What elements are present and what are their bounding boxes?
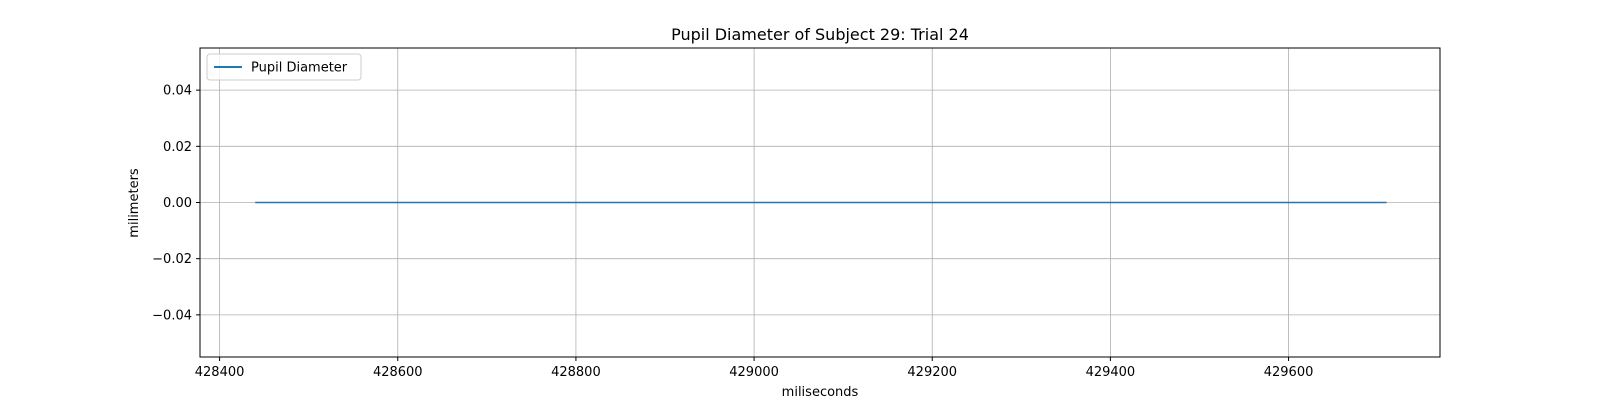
- x-tick-label: 428800: [551, 365, 601, 380]
- x-tick-label: 429200: [907, 365, 957, 380]
- x-tick-label: 429600: [1264, 365, 1314, 380]
- x-tick-label: 428400: [195, 365, 245, 380]
- x-tick-label: 429000: [729, 365, 779, 380]
- legend: Pupil Diameter: [206, 53, 362, 81]
- y-axis-ticks: 0.04 0.02 0.00 −0.02 −0.04: [152, 84, 200, 323]
- legend-box: [206, 53, 362, 81]
- y-axis-label: milimeters: [127, 168, 142, 238]
- y-tick-label: 0.02: [163, 140, 192, 155]
- x-tick-label: 428600: [373, 365, 423, 380]
- y-tick-label: −0.02: [152, 252, 192, 267]
- y-tick-label: 0.04: [163, 84, 192, 99]
- legend-label-pupil-diameter: Pupil Diameter: [251, 61, 348, 76]
- x-axis-label: miliseconds: [782, 385, 859, 400]
- y-tick-label: −0.04: [152, 308, 192, 323]
- y-tick-label: 0.00: [163, 196, 192, 211]
- chart-title: Pupil Diameter of Subject 29: Trial 24: [671, 25, 969, 44]
- x-axis-ticks: 428400 428600 428800 429000 429200 429400 4296…: [195, 357, 1314, 380]
- x-tick-label: 429400: [1086, 365, 1136, 380]
